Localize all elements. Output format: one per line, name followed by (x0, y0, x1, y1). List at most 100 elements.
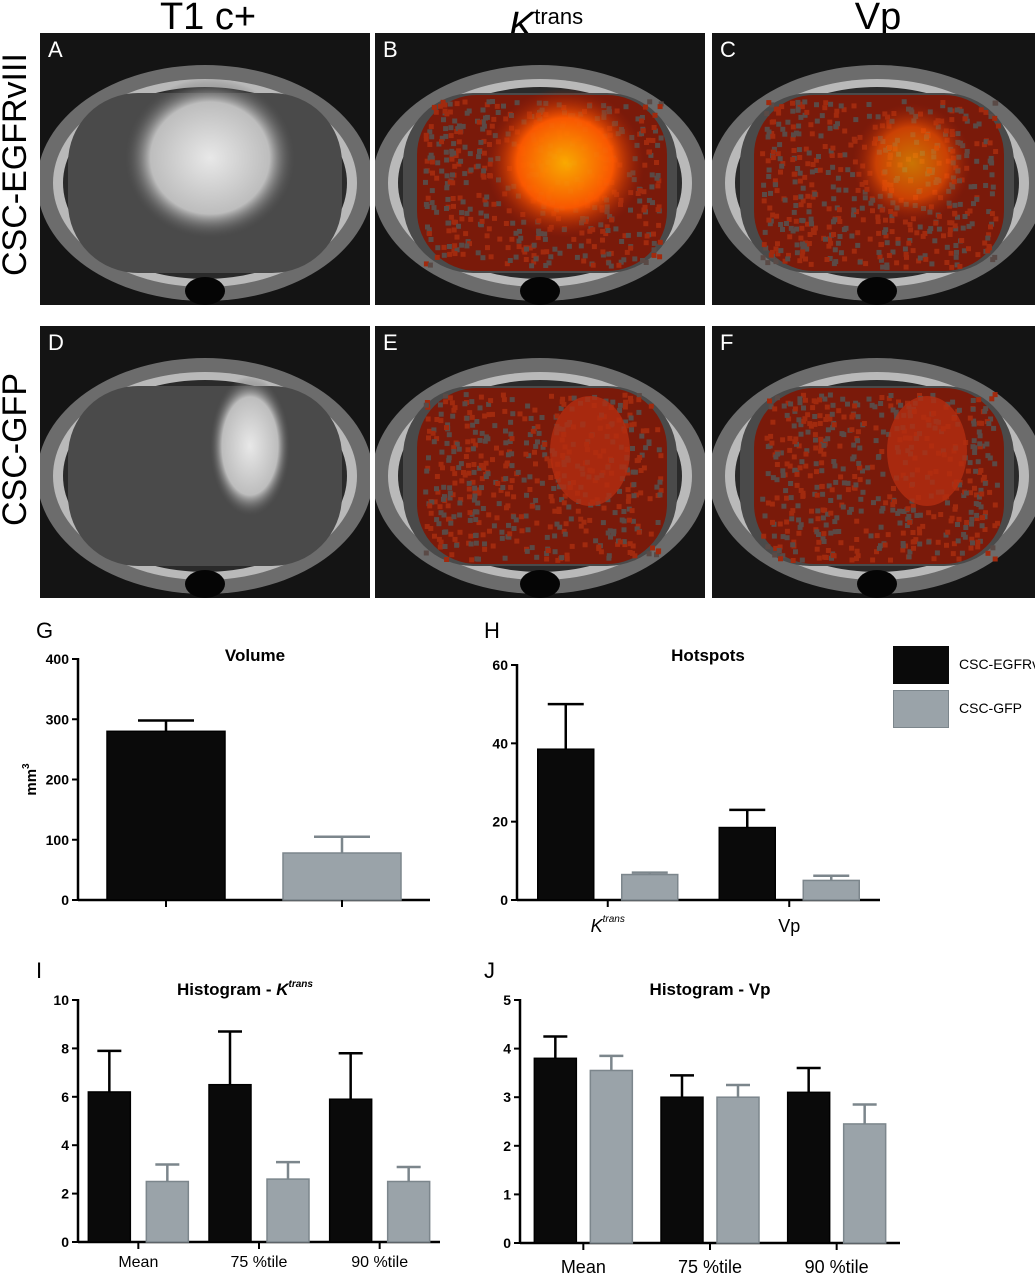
bar-egfr (87, 1091, 132, 1243)
legend-label-gfp: CSC-GFP (959, 700, 1022, 716)
panel-letter-j: J (484, 958, 495, 983)
chart-histogram-ktrans: Histogram - Ktrans 0 2 4 6 8 10 Mean 75 %tile 90 … (0, 975, 470, 1280)
panel-letter-c: C (720, 37, 736, 62)
mri-image (40, 326, 370, 598)
legend-swatch-egfr (893, 646, 949, 684)
x-tick-label: Mean (561, 1257, 606, 1277)
y-tick-label: 1 (503, 1186, 511, 1202)
mri-panel-f: F (712, 326, 1035, 598)
chart-svg: Hotspots 0 20 40 60 Ktrans Vp (492, 646, 880, 936)
y-tick-label: 6 (61, 1089, 69, 1105)
y-axis-label: mm3 (21, 763, 40, 796)
panel-letter-i: I (36, 958, 43, 983)
mri-panel-b: B (375, 33, 705, 305)
mri-image (40, 33, 370, 305)
y-tick-label: 3 (503, 1089, 511, 1105)
panel-letter-a: A (48, 37, 63, 62)
ventral-foramen (857, 570, 897, 598)
bar-egfr (106, 730, 226, 901)
y-tick-label: 10 (53, 992, 69, 1008)
chart-histogram-vp: Histogram - Vp 0 1 2 3 4 5 Mean 75 %tile 90 %tile (470, 975, 1030, 1280)
panel-letter-f: F (720, 330, 734, 355)
y-tick-label: 200 (46, 772, 70, 788)
map-lesion (887, 396, 967, 506)
chart-title: Hotspots (671, 646, 745, 665)
row-header-egfr: CSC-EGFRvIII (0, 53, 34, 276)
chart-title: Histogram - Ktrans (177, 979, 313, 999)
chart-svg: Histogram - Vp 0 1 2 3 4 5 Mean 75 %tile 90 %tile (503, 980, 900, 1277)
bar-gfp (842, 1123, 887, 1244)
tumor-enhancement (125, 78, 295, 238)
panel-letter-d: D (48, 330, 64, 355)
y-tick-label: 2 (61, 1186, 69, 1202)
mri-image (375, 33, 705, 305)
x-tick-label: 90 %tile (805, 1257, 869, 1277)
y-tick-label: 0 (500, 892, 508, 908)
mri-panel-d: D (40, 326, 370, 598)
y-tick-label: 300 (46, 711, 70, 727)
column-header-t1c: T1 c+ (159, 0, 257, 38)
chart-volume: Volume 0 100 200 300 400 mm3 (0, 640, 470, 920)
column-header-vp: Vp (854, 0, 902, 38)
panel-letter-e: E (383, 330, 398, 355)
legend-item-gfp: CSC-GFP (893, 690, 1035, 730)
y-tick-label: 5 (503, 992, 511, 1008)
column-header-ktrans: Ktrans (396, 0, 696, 45)
bar-egfr (660, 1096, 704, 1244)
map-hotspot (485, 88, 645, 238)
mri-image (712, 33, 1035, 305)
bar-gfp (621, 873, 679, 901)
map-lesion (550, 396, 630, 506)
chart-svg: Volume 0 100 200 300 400 mm3 (21, 646, 430, 908)
bar-egfr (533, 1057, 578, 1244)
legend-label-egfr: CSC-EGFRvIII (959, 656, 1035, 672)
ventral-foramen (185, 570, 225, 598)
bar-egfr (718, 826, 776, 901)
ventral-foramen (520, 277, 560, 305)
bar-gfp (802, 879, 860, 901)
bar-gfp (282, 852, 402, 901)
bar-gfp (589, 1069, 634, 1244)
bar-gfp (386, 1180, 431, 1243)
ventral-foramen (857, 277, 897, 305)
x-tick-label: Vp (778, 916, 800, 936)
tumor-enhancement (210, 376, 290, 516)
bar-egfr (328, 1098, 373, 1243)
y-tick-label: 100 (46, 832, 70, 848)
bar-egfr (208, 1083, 252, 1243)
chart-svg: Histogram - Ktrans 0 2 4 6 8 10 Mean 75 %tile 90 … (53, 979, 440, 1271)
bar-gfp (716, 1096, 760, 1244)
panel-letter-b: B (383, 37, 398, 62)
y-tick-label: 40 (492, 735, 508, 751)
y-tick-label: 0 (61, 892, 69, 908)
ventral-foramen (185, 277, 225, 305)
panel-letter-h: H (484, 618, 500, 643)
y-tick-label: 0 (503, 1235, 511, 1251)
mri-image (375, 326, 705, 598)
x-tick-label: Ktrans (591, 914, 625, 936)
y-tick-label: 60 (492, 657, 508, 673)
mri-image (712, 326, 1035, 598)
y-tick-label: 4 (61, 1137, 69, 1153)
legend-swatch-gfp (893, 690, 949, 728)
map-hotspot (852, 103, 972, 223)
mri-panel-e: E (375, 326, 705, 598)
panel-letter-g: G (36, 618, 54, 643)
y-tick-label: 2 (503, 1138, 511, 1154)
legend-item-egfr: CSC-EGFRvIII (893, 646, 1035, 686)
row-header-gfp: CSC-GFP (0, 373, 34, 526)
y-tick-label: 8 (61, 1040, 69, 1056)
x-tick-label: 75 %tile (231, 1254, 288, 1271)
chart-title: Volume (225, 646, 285, 665)
ktrans-sup: trans (534, 4, 584, 29)
x-tick-label: 90 %tile (351, 1254, 408, 1271)
y-tick-label: 4 (503, 1041, 511, 1057)
chart-hotspots: Hotspots 0 20 40 60 Ktrans Vp (470, 640, 890, 950)
y-tick-label: 0 (61, 1234, 69, 1250)
x-tick-label: 75 %tile (678, 1257, 742, 1277)
x-tick-label: Mean (118, 1254, 158, 1271)
bar-egfr (786, 1091, 831, 1244)
chart-title: Histogram - Vp (650, 980, 771, 999)
brain-region (68, 386, 342, 566)
bar-gfp (266, 1178, 310, 1243)
